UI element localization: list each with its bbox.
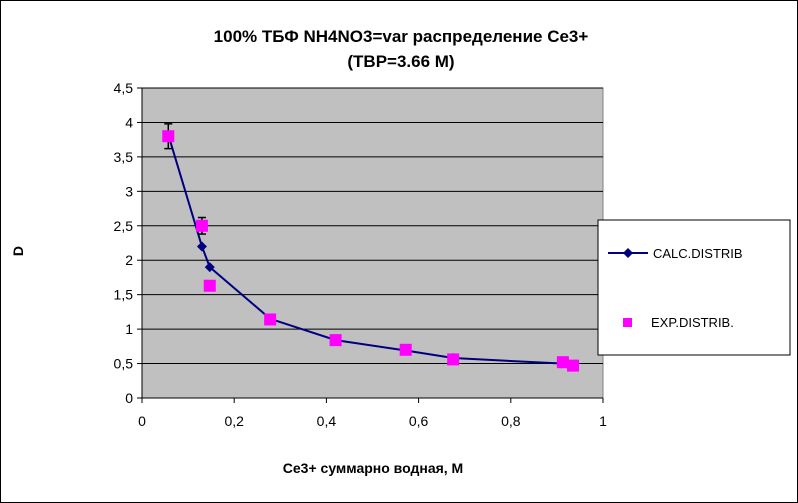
chart-subtitle: (TBP=3.66 M) <box>347 52 454 71</box>
x-tick-label: 1 <box>599 413 607 429</box>
x-tick-label: 0,8 <box>501 413 521 429</box>
legend-exp-square <box>623 318 632 327</box>
x-tick-label: 0 <box>138 413 146 429</box>
legend-calc-label: CALC.DISTRIB <box>653 246 743 261</box>
y-tick-label: 0 <box>125 390 133 406</box>
y-tick-label: 1 <box>125 321 133 337</box>
exp-point <box>399 343 412 356</box>
y-tick-label: 3,5 <box>114 149 134 165</box>
y-tick-label: 1,5 <box>114 287 134 303</box>
calc-point <box>196 241 207 252</box>
calc-point <box>204 262 215 273</box>
legend-calc-diamond <box>623 248 633 258</box>
plot-area <box>141 87 604 399</box>
exp-point <box>447 353 460 366</box>
y-tick-label: 0,5 <box>114 356 134 372</box>
x-tick-label: 0,2 <box>224 413 244 429</box>
exp-point <box>203 279 216 292</box>
x-axis-label: Ce3+ суммарно водная, М <box>283 460 463 476</box>
y-tick-label: 4 <box>125 114 133 130</box>
x-tick-label: 0,4 <box>317 413 337 429</box>
y-tick-label: 2,5 <box>114 218 134 234</box>
x-tick-label: 0,6 <box>409 413 429 429</box>
exp-point <box>195 219 208 232</box>
y-axis-label: D <box>10 246 26 256</box>
exp-point <box>567 359 580 372</box>
legend: CALC.DISTRIB EXP.DISTRIB. <box>597 219 791 356</box>
y-tick-label: 2 <box>125 252 133 268</box>
chart-title: 100% ТБФ NH4NO3=var распределение Ce3+ <box>214 27 589 46</box>
exp-point <box>556 356 569 369</box>
exp-point <box>264 313 277 326</box>
y-tick-label: 3 <box>125 183 133 199</box>
y-tick-label: 4,5 <box>114 80 134 96</box>
exp-point <box>162 130 175 143</box>
legend-exp-label: EXP.DISTRIB. <box>651 315 734 330</box>
exp-point <box>329 334 342 347</box>
